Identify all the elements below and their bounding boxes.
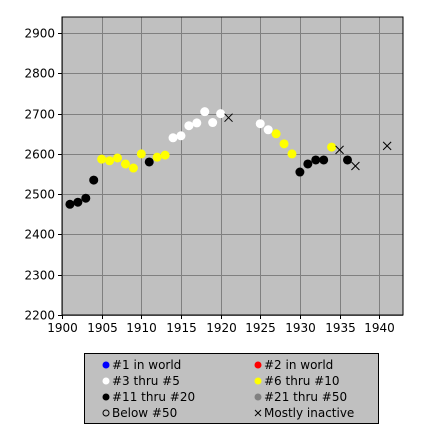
- legend-label: #6 thru #10: [264, 374, 340, 388]
- data-point-rank_3_5: [263, 125, 273, 135]
- data-point-rank_11_20: [144, 157, 154, 167]
- data-point-rank_11_20: [89, 175, 99, 185]
- data-point-inactive: [224, 113, 233, 123]
- legend-label: #11 thru #20: [112, 390, 195, 404]
- data-point-rank_3_5: [176, 131, 186, 141]
- data-point-rank_6_10: [105, 156, 115, 166]
- grid-layer: [62, 17, 403, 316]
- x-tick-label: 1915: [166, 321, 197, 335]
- data-point-rank_11_20: [342, 155, 352, 165]
- x-tick-label: 1940: [364, 321, 395, 335]
- data-point-rank_6_10: [271, 129, 281, 139]
- data-point-rank_6_10: [152, 152, 162, 162]
- data-point-rank_3_5: [208, 118, 218, 128]
- data-point-rank_6_10: [279, 139, 289, 149]
- y-tick-label: 2600: [24, 148, 55, 162]
- data-point-rank_6_10: [120, 159, 130, 169]
- data-point-rank_6_10: [136, 149, 146, 159]
- tick-layer: 1900 1905 1910 1915 1920 1925 1930 1935 1940 2200…: [24, 27, 394, 336]
- y-tick-label: 2900: [24, 27, 55, 41]
- x-tick-label: 1930: [285, 321, 316, 335]
- data-point-rank_6_10: [128, 163, 138, 173]
- legend-label: Mostly inactive: [264, 406, 354, 420]
- data-point-inactive: [335, 145, 344, 155]
- data-point-rank_11_20: [73, 197, 83, 207]
- x-tick-label: 1920: [206, 321, 237, 335]
- data-point-inactive: [351, 161, 360, 171]
- legend-label: #21 thru #50: [264, 390, 347, 404]
- data-point-rank_3_5: [168, 133, 178, 143]
- y-tick-label: 2500: [24, 188, 55, 202]
- legend-marker-rank_6_10: [254, 377, 262, 385]
- legend-marker-rank_3_5: [102, 377, 110, 385]
- data-point-rank_11_20: [303, 159, 313, 169]
- x-tick-label: 1925: [245, 321, 276, 335]
- x-tick-label: 1905: [87, 321, 118, 335]
- x-tick-label: 1900: [47, 321, 78, 335]
- legend: #1 in world #2 in world #3 thru #5 #6 thru …: [84, 353, 379, 424]
- data-point-rank_3_5: [192, 118, 202, 128]
- legend-marker-rank_11_20: [102, 393, 110, 401]
- cross-stroke: [254, 409, 262, 417]
- legend-marker-rank_2: [254, 361, 262, 369]
- legend-marker-rank_1: [102, 361, 110, 369]
- cross-stroke: [351, 161, 360, 171]
- legend-label: Below #50: [112, 406, 177, 420]
- legend-label: #2 in world: [264, 358, 333, 372]
- data-point-rank_11_20: [65, 199, 75, 209]
- data-point-rank_6_10: [327, 142, 337, 152]
- y-tick-label: 2300: [24, 269, 55, 283]
- data-point-rank_6_10: [97, 154, 107, 164]
- data-point-rank_3_5: [216, 109, 226, 119]
- point-layer: [65, 107, 392, 209]
- y-tick-label: 2700: [24, 108, 55, 122]
- legend-marker-inactive: [254, 409, 262, 417]
- data-point-inactive: [382, 141, 392, 151]
- y-tick-label: 2200: [24, 309, 55, 323]
- data-point-rank_3_5: [184, 121, 194, 131]
- data-point-rank_6_10: [287, 149, 297, 159]
- cross-stroke: [224, 113, 233, 123]
- y-tick-label: 2400: [24, 228, 55, 242]
- legend-label: #3 thru #5: [112, 374, 180, 388]
- plot-frame: [61, 16, 404, 316]
- data-point-rank_11_20: [311, 155, 321, 165]
- cross-stroke: [335, 145, 344, 155]
- legend-label: #1 in world: [112, 358, 181, 372]
- x-tick-label: 1910: [126, 321, 157, 335]
- data-point-rank_11_20: [319, 155, 329, 165]
- legend-marker-rank_21_50: [254, 393, 262, 401]
- x-tick-label: 1935: [325, 321, 356, 335]
- data-point-rank_3_5: [255, 119, 265, 129]
- cross-stroke: [382, 141, 392, 151]
- plot-area: [62, 17, 403, 315]
- legend-box: [84, 353, 379, 424]
- data-point-rank_6_10: [160, 150, 170, 160]
- y-tick-label: 2800: [24, 67, 55, 81]
- data-point-rank_3_5: [200, 107, 210, 117]
- data-point-rank_11_20: [81, 193, 91, 203]
- data-point-rank_6_10: [113, 153, 123, 163]
- legend-marker-below_50: [102, 409, 110, 417]
- data-point-rank_11_20: [295, 167, 305, 177]
